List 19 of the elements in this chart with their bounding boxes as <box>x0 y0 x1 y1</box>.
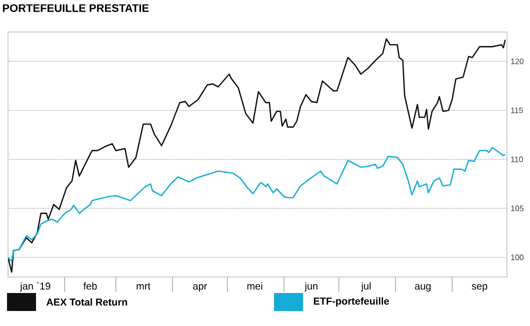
y-tick-label: 110 <box>511 156 523 162</box>
x-tick-label: feb <box>83 282 97 290</box>
legend-label: AEX Total Return <box>46 298 128 306</box>
y-tick-label: 115 <box>511 108 523 114</box>
x-tick-label: apr <box>193 284 207 292</box>
line-series <box>8 146 506 262</box>
x-tick-label: jan `19 <box>20 282 50 292</box>
y-tick-label: 100 <box>511 254 524 260</box>
x-tick-label: mei <box>247 282 262 290</box>
y-tick-label: 105 <box>511 206 524 212</box>
x-tick-label: jul <box>361 282 371 292</box>
x-tick-label: sep <box>472 284 488 292</box>
chart-title: PORTEFEUILLE PRESTATIE <box>2 4 149 12</box>
y-tick-label: 120 <box>511 58 524 64</box>
legend-label: ETF-portefeuille <box>314 297 389 307</box>
x-tick-label: mrt <box>136 283 150 290</box>
line-series <box>8 38 506 273</box>
x-tick-label: jun <box>304 282 318 292</box>
x-tick-label: aug <box>415 284 431 292</box>
